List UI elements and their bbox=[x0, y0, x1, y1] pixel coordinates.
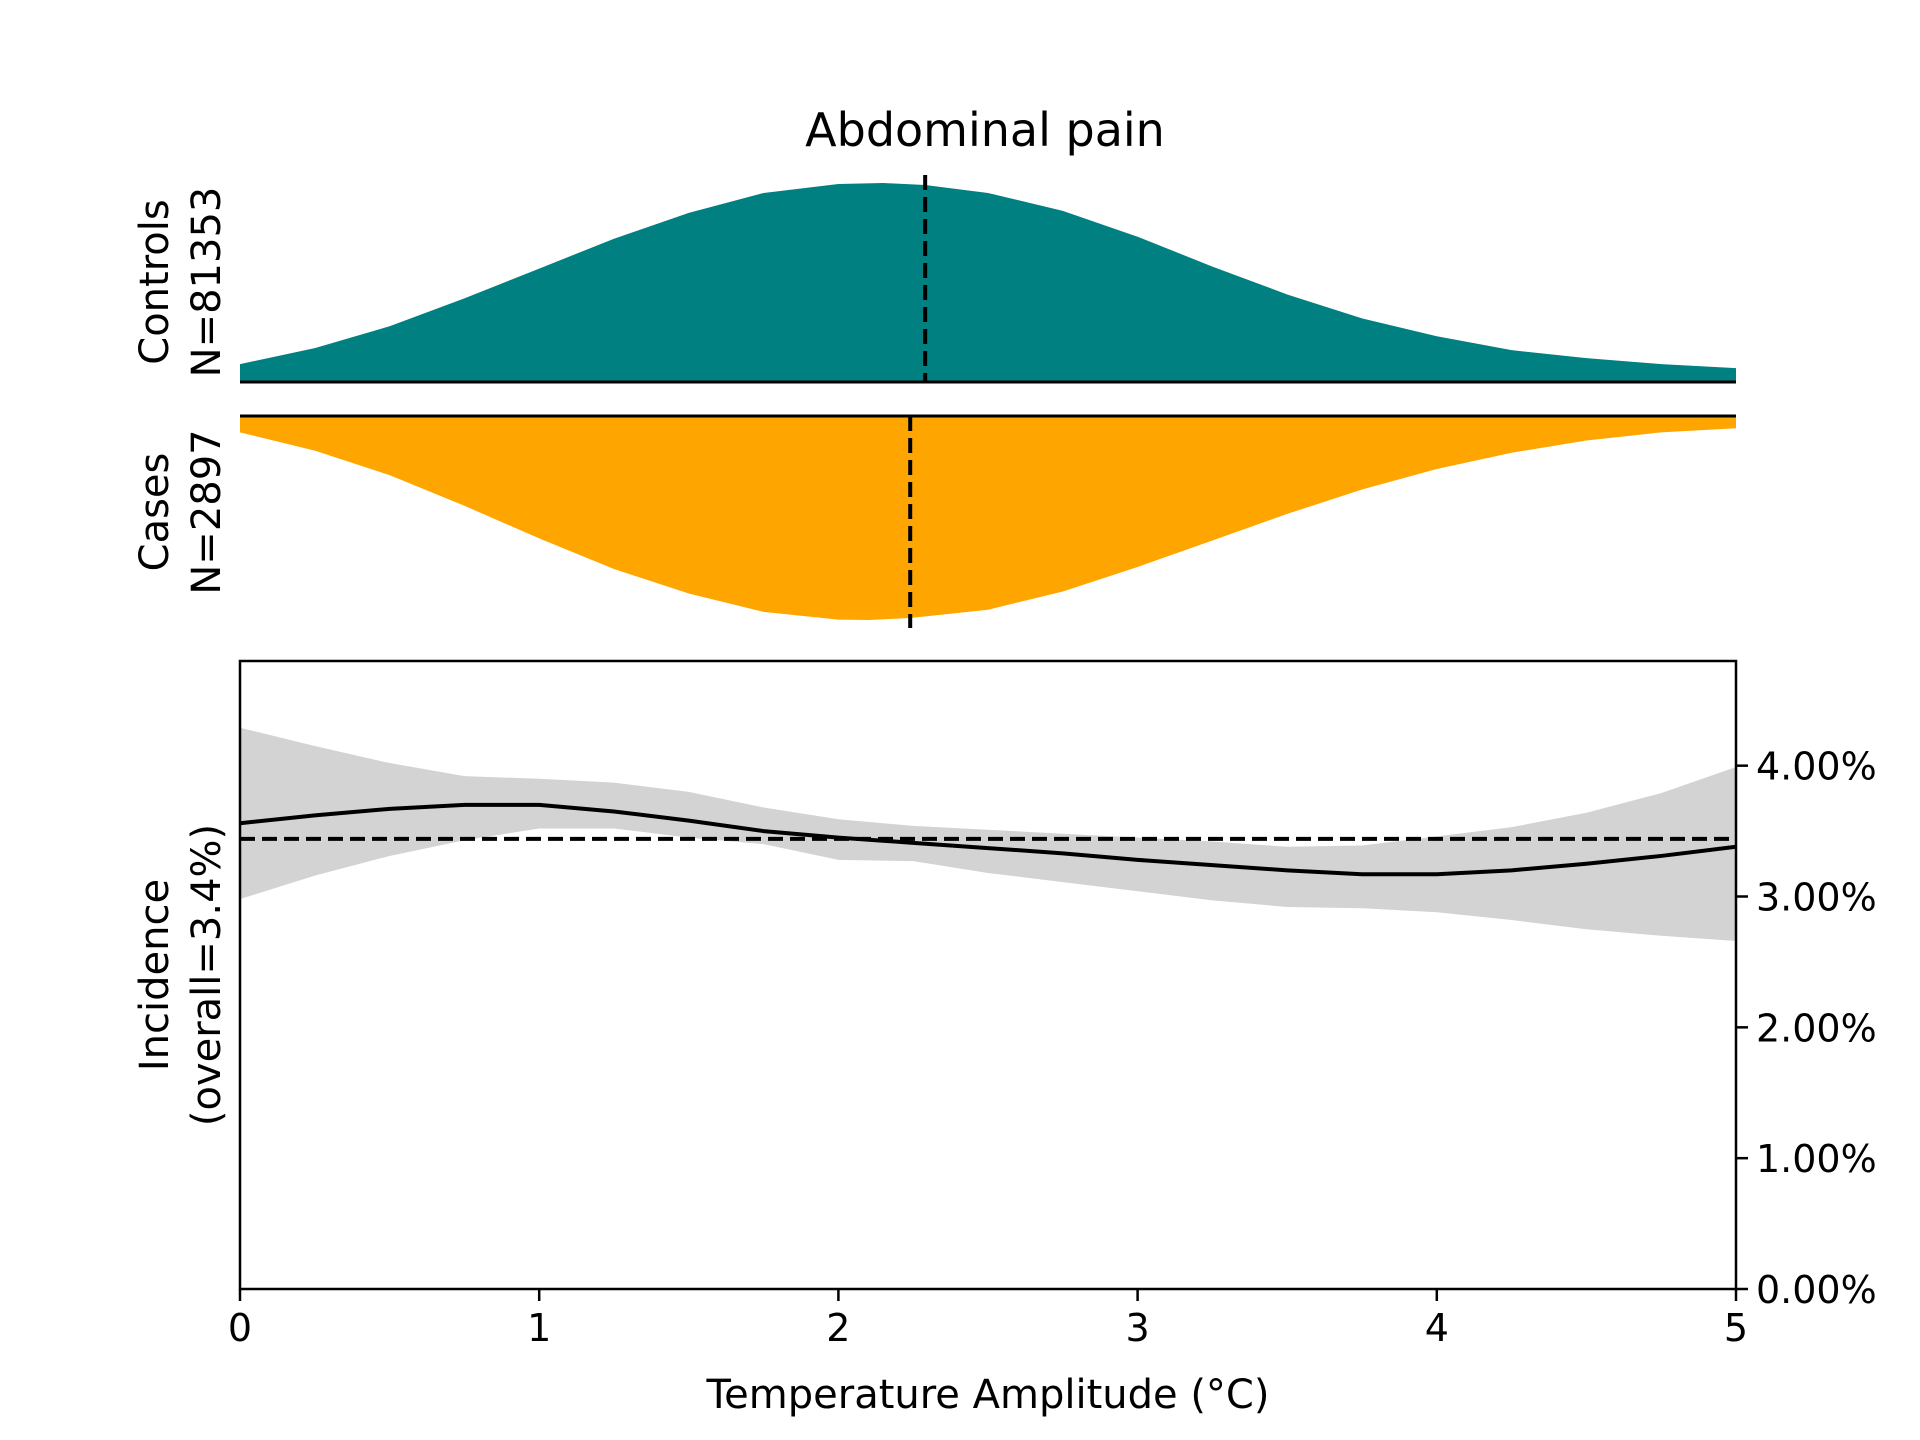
cases-density-area bbox=[240, 416, 1736, 620]
x-tick-label: 1 bbox=[527, 1306, 551, 1350]
x-axis: 0 1 2 3 4 5 bbox=[228, 1289, 1748, 1350]
confidence-band bbox=[240, 727, 1736, 941]
y-tick-label: 1.00% bbox=[1756, 1137, 1877, 1181]
x-tick-label: 4 bbox=[1425, 1306, 1449, 1350]
controls-panel: Controls N=81353 bbox=[132, 175, 1736, 384]
y-axis-label: Incidence bbox=[132, 879, 178, 1071]
cases-panel: Cases N=2897 bbox=[132, 414, 1736, 628]
x-axis-label: Temperature Amplitude (°C) bbox=[706, 1372, 1270, 1418]
x-tick-label: 3 bbox=[1126, 1306, 1150, 1350]
controls-density-area bbox=[240, 183, 1736, 382]
y-tick-label: 2.00% bbox=[1756, 1006, 1877, 1050]
incidence-panel: 0 1 2 3 4 5 0.00% 1.00% 2.00% 3.00% 4.00% Inciden… bbox=[132, 659, 1877, 1418]
x-tick-label: 2 bbox=[826, 1306, 850, 1350]
y-tick-label: 0.00% bbox=[1756, 1268, 1877, 1312]
incidence-line bbox=[239, 802, 1737, 877]
y-tick-label: 4.00% bbox=[1756, 745, 1877, 789]
y-axis: 0.00% 1.00% 2.00% 3.00% 4.00% bbox=[1736, 745, 1877, 1312]
y-axis-label-overall: (overall=3.4%) bbox=[184, 824, 230, 1126]
y-tick-label: 3.00% bbox=[1756, 876, 1877, 920]
x-tick-label: 5 bbox=[1724, 1306, 1748, 1350]
controls-n-label: N=81353 bbox=[184, 187, 230, 378]
x-tick-label: 0 bbox=[228, 1306, 252, 1350]
incidence-axes-frame bbox=[238, 659, 1738, 1291]
chart-title: Abdominal pain bbox=[805, 103, 1165, 157]
cases-n-label: N=2897 bbox=[184, 429, 230, 594]
controls-label: Controls bbox=[132, 199, 178, 364]
cases-label: Cases bbox=[132, 453, 178, 572]
